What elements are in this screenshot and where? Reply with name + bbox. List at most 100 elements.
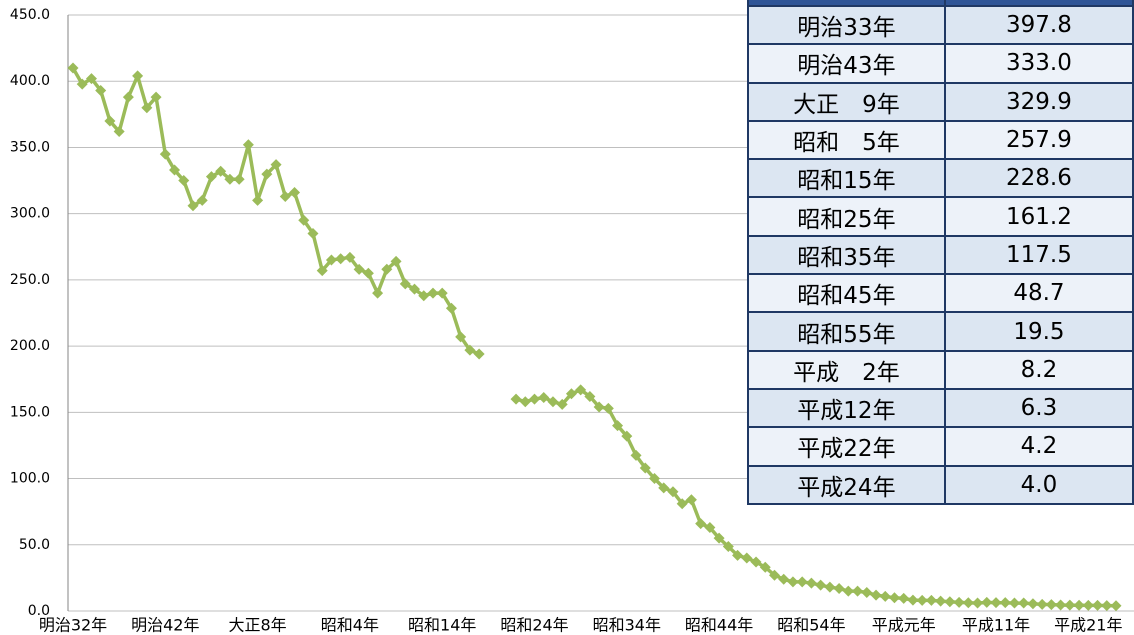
year-cell: 平成22年: [747, 426, 946, 467]
data-point: [667, 486, 679, 498]
table-row: 平成24年 4.0: [747, 464, 1134, 505]
data-point: [602, 402, 614, 414]
data-point: [999, 597, 1011, 609]
data-point: [335, 253, 347, 265]
year-cell: 明治43年: [747, 43, 946, 84]
x-tick-label: 明治42年: [131, 616, 199, 635]
data-point: [916, 594, 928, 606]
data-point: [252, 194, 264, 206]
year-cell: 明治33年: [747, 4, 946, 46]
table-row: 明治33年 397.8: [747, 4, 1134, 46]
data-point: [842, 585, 854, 597]
data-point: [962, 597, 974, 609]
value-cell: 48.7: [943, 273, 1134, 314]
y-tick-label: 200.0: [10, 338, 50, 354]
x-tick-label: 平成21年: [1054, 616, 1122, 635]
x-tick-label: 昭和24年: [500, 616, 568, 635]
data-point: [298, 214, 310, 226]
year-cell: 平成12年: [747, 387, 946, 429]
data-point: [1018, 597, 1030, 609]
data-point: [695, 518, 707, 530]
year-cell: 昭和 5年: [747, 119, 946, 161]
data-point: [861, 586, 873, 598]
year-cell: 昭和15年: [747, 158, 946, 199]
data-point: [436, 287, 448, 299]
value-cell: 4.2: [943, 426, 1134, 467]
data-point: [565, 388, 577, 400]
data-table: 明治33年 397.8 明治43年 333.0 大正 9年 329.9 昭和 5年 257.9…: [747, 0, 1134, 505]
data-point: [925, 594, 937, 606]
data-point: [473, 348, 485, 360]
table-row: 明治43年 333.0: [747, 43, 1134, 84]
x-tick-label: 明治32年: [39, 616, 107, 635]
data-point: [824, 581, 836, 593]
data-point: [196, 194, 208, 206]
data-point: [750, 556, 762, 568]
data-point: [898, 592, 910, 604]
data-point: [372, 287, 384, 299]
year-cell: 昭和45年: [747, 273, 946, 314]
y-tick-label: 0.0: [28, 603, 50, 619]
data-point: [1027, 598, 1039, 610]
data-point: [732, 549, 744, 561]
data-point: [104, 115, 116, 127]
data-point: [778, 573, 790, 585]
data-point: [325, 254, 337, 266]
data-point: [796, 576, 808, 588]
data-point: [242, 139, 254, 151]
data-point: [639, 462, 651, 474]
data-point: [455, 331, 467, 343]
data-point: [409, 283, 421, 295]
table-row: 昭和35年 117.5: [747, 234, 1134, 276]
value-cell: 117.5: [943, 234, 1134, 276]
data-point: [972, 597, 984, 609]
data-point: [759, 561, 771, 573]
data-point: [685, 494, 697, 506]
year-cell: 平成 2年: [747, 349, 946, 390]
year-cell: 昭和25年: [747, 196, 946, 237]
data-point: [556, 398, 568, 410]
data-point: [150, 91, 162, 103]
data-point: [805, 577, 817, 589]
x-tick-label: 昭和54年: [777, 616, 845, 635]
y-tick-label: 350.0: [10, 139, 50, 155]
data-point: [427, 287, 439, 299]
data-point: [289, 186, 301, 198]
data-point: [833, 582, 845, 594]
value-cell: 397.8: [943, 4, 1134, 46]
table-row: 昭和55年 19.5: [747, 311, 1134, 352]
data-point: [390, 255, 402, 267]
year-cell: 大正 9年: [747, 81, 946, 122]
data-point: [316, 265, 328, 277]
data-point: [630, 449, 642, 461]
data-point: [538, 391, 550, 403]
x-tick-label: 昭和44年: [685, 616, 753, 635]
data-point: [113, 126, 125, 138]
year-cell: 昭和35年: [747, 234, 946, 276]
data-point: [418, 290, 430, 302]
data-point: [722, 540, 734, 552]
data-point: [787, 576, 799, 588]
data-point: [132, 70, 144, 82]
data-point: [1082, 599, 1094, 611]
data-point: [935, 595, 947, 607]
header-row: [747, 0, 1134, 7]
value-cell: 8.2: [943, 349, 1134, 390]
data-point: [676, 498, 688, 510]
data-point: [1073, 599, 1085, 611]
data-point: [344, 251, 356, 263]
data-point: [215, 165, 227, 177]
data-point: [233, 173, 245, 185]
data-point: [575, 384, 587, 396]
table-row: 昭和 5年 257.9: [747, 119, 1134, 161]
y-tick-label: 150.0: [10, 404, 50, 420]
x-tick-label: 平成元年: [872, 616, 936, 635]
y-tick-label: 250.0: [10, 272, 50, 288]
value-cell: 161.2: [943, 196, 1134, 237]
data-point: [1101, 600, 1113, 612]
data-point: [870, 589, 882, 601]
data-point: [519, 396, 531, 408]
data-point: [547, 396, 559, 408]
